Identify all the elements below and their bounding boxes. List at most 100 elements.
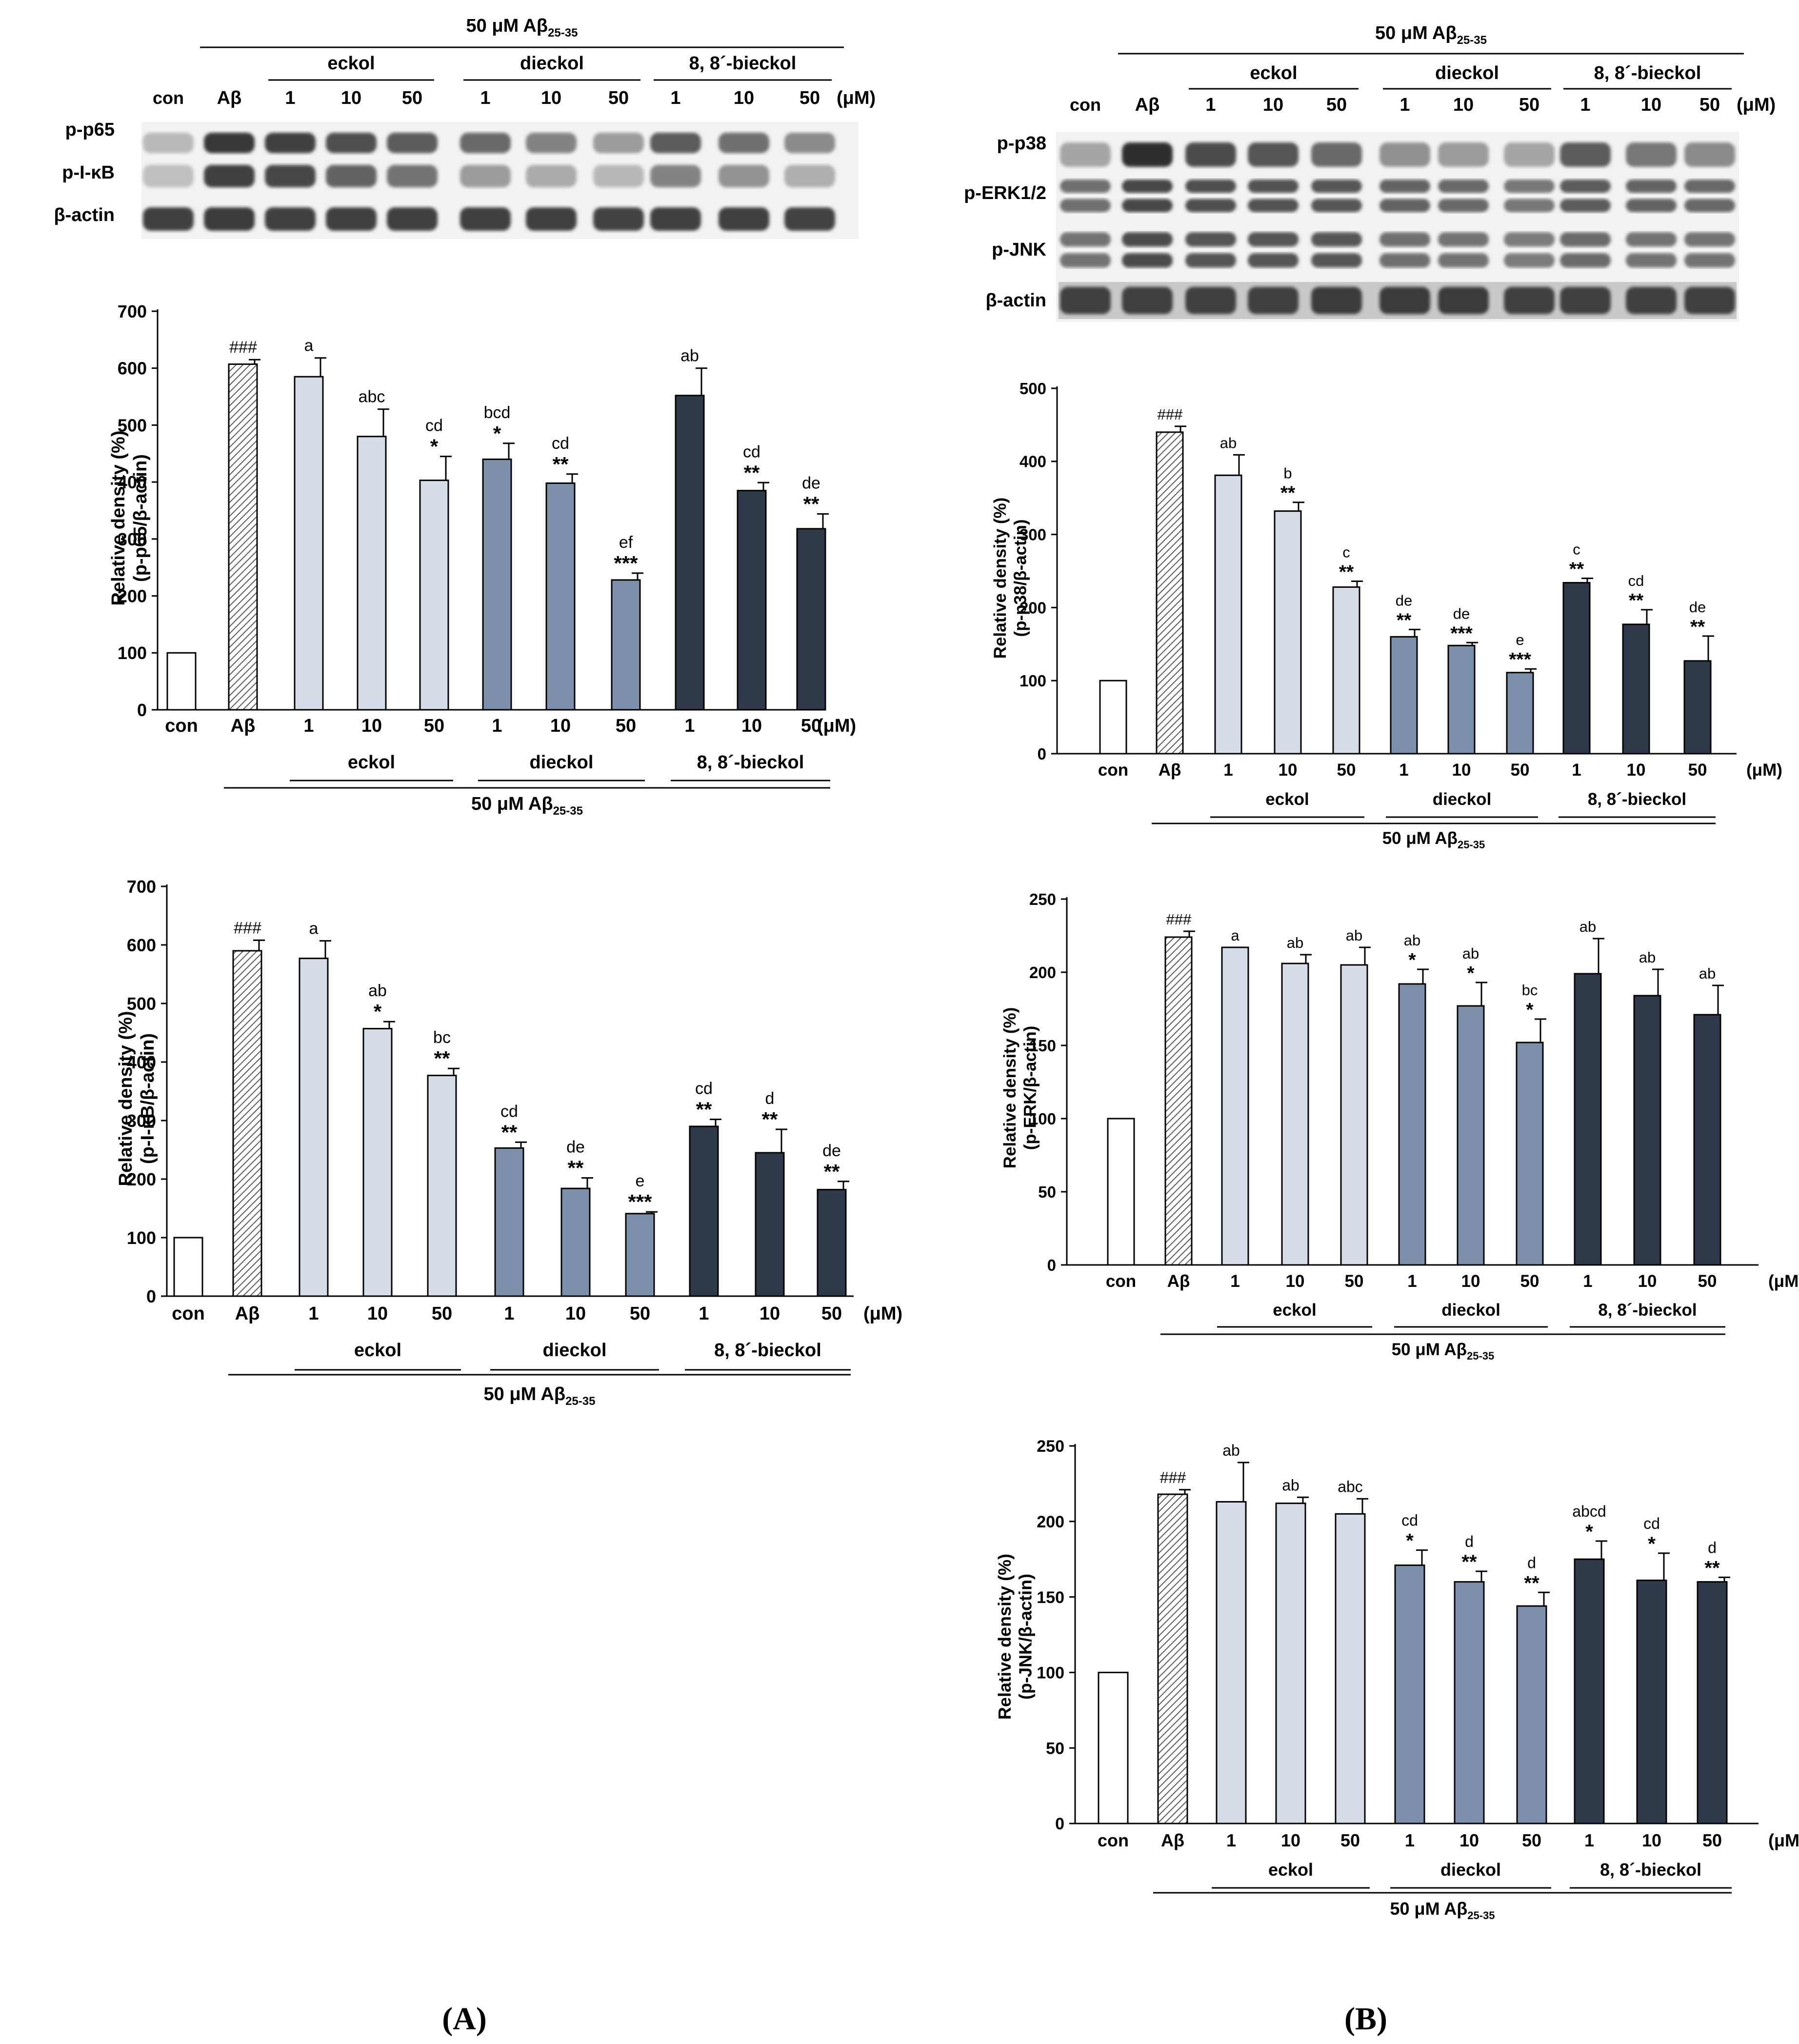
blot-band [143, 165, 194, 187]
significance-letter: ef [619, 533, 633, 552]
chart-p65: 0 100 200 300 400 500 600 700 Relative density (… [108, 301, 856, 818]
bar [1636, 1580, 1667, 1824]
y-tick-label: 0 [1038, 745, 1046, 763]
significance-stars: * [1526, 1000, 1534, 1021]
blot-band [1504, 253, 1555, 268]
group-label: 8, 8´-bieckol [714, 1340, 821, 1361]
treatment-label-main: 50 μM Aβ [484, 1384, 566, 1404]
blot-lane-label: 10 [1641, 95, 1661, 115]
bar [1340, 964, 1368, 1266]
blot-lane-label: 50 [402, 88, 422, 108]
blot-band [1185, 232, 1236, 247]
category-label: 10 [565, 1303, 586, 1324]
significance-stars: ** [1524, 1572, 1539, 1594]
category-label: 50 [1345, 1272, 1364, 1291]
significance-stars: *** [1509, 649, 1531, 670]
bar [1447, 644, 1476, 755]
blot-band [1379, 232, 1430, 247]
blot-group-label: 8, 8´-bieckol [1594, 63, 1701, 83]
significance-letter: abc [359, 388, 385, 406]
blot-panel-a: 50 μM Aβ25-35 eckol dieckol 8, 8´-bieckol co… [54, 16, 876, 239]
blot-band [1560, 180, 1611, 193]
blot-band [1626, 253, 1677, 268]
blot-band [1504, 232, 1555, 247]
blot-band [1311, 253, 1362, 268]
significance-letter: d [1465, 1533, 1474, 1550]
treatment-label-subscript: 25-35 [1458, 839, 1485, 851]
group-label: dieckol [530, 752, 594, 773]
significance-letter: ab [1579, 918, 1596, 935]
group-label: dieckol [1441, 1301, 1500, 1320]
blot-band [1438, 142, 1489, 167]
bar [755, 1152, 785, 1297]
category-label: 10 [1459, 1830, 1479, 1850]
treatment-label-subscript: 25-35 [553, 804, 583, 818]
y-tick-label: 300 [118, 529, 147, 549]
blot-band [1248, 180, 1299, 193]
significance-letter: de [822, 1142, 841, 1160]
blot-band [1122, 287, 1173, 314]
blot-lane-label: con [153, 88, 184, 108]
y-axis-title-line1: Relative density (%) [116, 1011, 136, 1186]
blot-group-label: dieckol [1435, 63, 1499, 83]
category-label: 50 [1522, 1830, 1541, 1850]
unit-label: (μM) [863, 1303, 902, 1324]
significance-stars: ** [803, 493, 820, 516]
blot-band [1504, 180, 1555, 193]
y-tick-label: 200 [118, 586, 147, 606]
bar [1633, 995, 1661, 1266]
significance-letter: ab [1639, 949, 1656, 966]
blot-lane-label: 10 [1453, 95, 1474, 115]
category-label: Aβ [1161, 1830, 1184, 1850]
significance-letter: ab [1346, 927, 1362, 944]
y-axis-title-line2: (p-p65/β-actin) [130, 454, 151, 582]
bar [357, 436, 387, 711]
blot-band [1122, 253, 1173, 268]
category-label: 10 [1286, 1272, 1305, 1291]
treatment-label: 50 μM Aβ25-35 [1392, 1340, 1495, 1362]
significance-letter: cd [743, 442, 760, 461]
significance-letter: ab [1462, 945, 1479, 962]
blot-band [1626, 142, 1677, 167]
category-label: 10 [1627, 761, 1646, 780]
category-label: 50 [1520, 1272, 1539, 1291]
category-label: 1 [1584, 1830, 1594, 1850]
blot-band [1311, 180, 1362, 193]
significance-letter: bcd [484, 403, 511, 422]
category-label: 10 [1638, 1272, 1657, 1291]
bar [1281, 962, 1309, 1266]
category-label: 50 [1702, 1830, 1722, 1850]
bar [560, 1187, 591, 1297]
bar [166, 652, 197, 711]
blot-band [719, 133, 769, 153]
y-tick-label: 300 [127, 1111, 156, 1131]
y-tick-label: 150 [1037, 1588, 1064, 1607]
bar [1574, 973, 1602, 1266]
blot-lane-label: 1 [1205, 95, 1216, 115]
bar [173, 1237, 203, 1297]
category-label: 50 [616, 716, 636, 736]
panel-label-b: (B) [1344, 2001, 1387, 2037]
significance-hash: ### [1159, 1469, 1186, 1486]
y-axis-title-line1: Relative density (%) [1000, 1007, 1019, 1169]
category-label: 10 [1452, 761, 1471, 780]
blot-band [1122, 180, 1173, 193]
category-label: con [172, 1303, 205, 1324]
significance-letter: b [1283, 465, 1292, 482]
blot-treatment-label-subscript: 25-35 [548, 26, 578, 40]
bar [419, 480, 449, 711]
significance-letter: ab [368, 982, 387, 1000]
bar [817, 1189, 847, 1297]
bar [689, 1125, 719, 1297]
significance-letter: d [765, 1089, 775, 1108]
chart-pikb: 0 100 200 300 400 500 600 700 Relative density (… [116, 877, 902, 1408]
category-label: Aβ [1167, 1272, 1190, 1291]
significance-letter: ab [1287, 934, 1303, 951]
blot-lane-label: 1 [1580, 95, 1590, 115]
unit-label: (μM) [1768, 1272, 1799, 1291]
category-label: 10 [760, 1303, 780, 1324]
y-tick-label: 250 [1029, 890, 1056, 908]
blot-band [1248, 287, 1299, 314]
blot-band [1560, 287, 1611, 314]
